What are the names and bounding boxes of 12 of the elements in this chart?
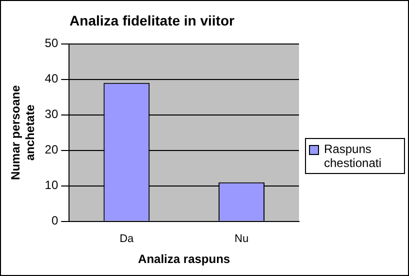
y-tick-label: 40 [44,72,58,86]
y-axis-title: Numar persoane anchetate [8,84,37,180]
y-tick-label: 0 [51,214,58,228]
y-tick-label: 50 [44,36,58,50]
chart-title: Analiza fidelitate in viitor [70,12,236,28]
legend-label: Raspuns chestionati [324,142,382,170]
x-axis-title: Analiza raspuns [138,252,230,266]
y-tick-label: 30 [44,107,58,122]
y-tick-label: 20 [44,142,58,157]
y-tick-label: 10 [44,178,58,192]
x-tick-label: Nu [234,233,249,246]
x-tick-label: Da [120,233,135,246]
